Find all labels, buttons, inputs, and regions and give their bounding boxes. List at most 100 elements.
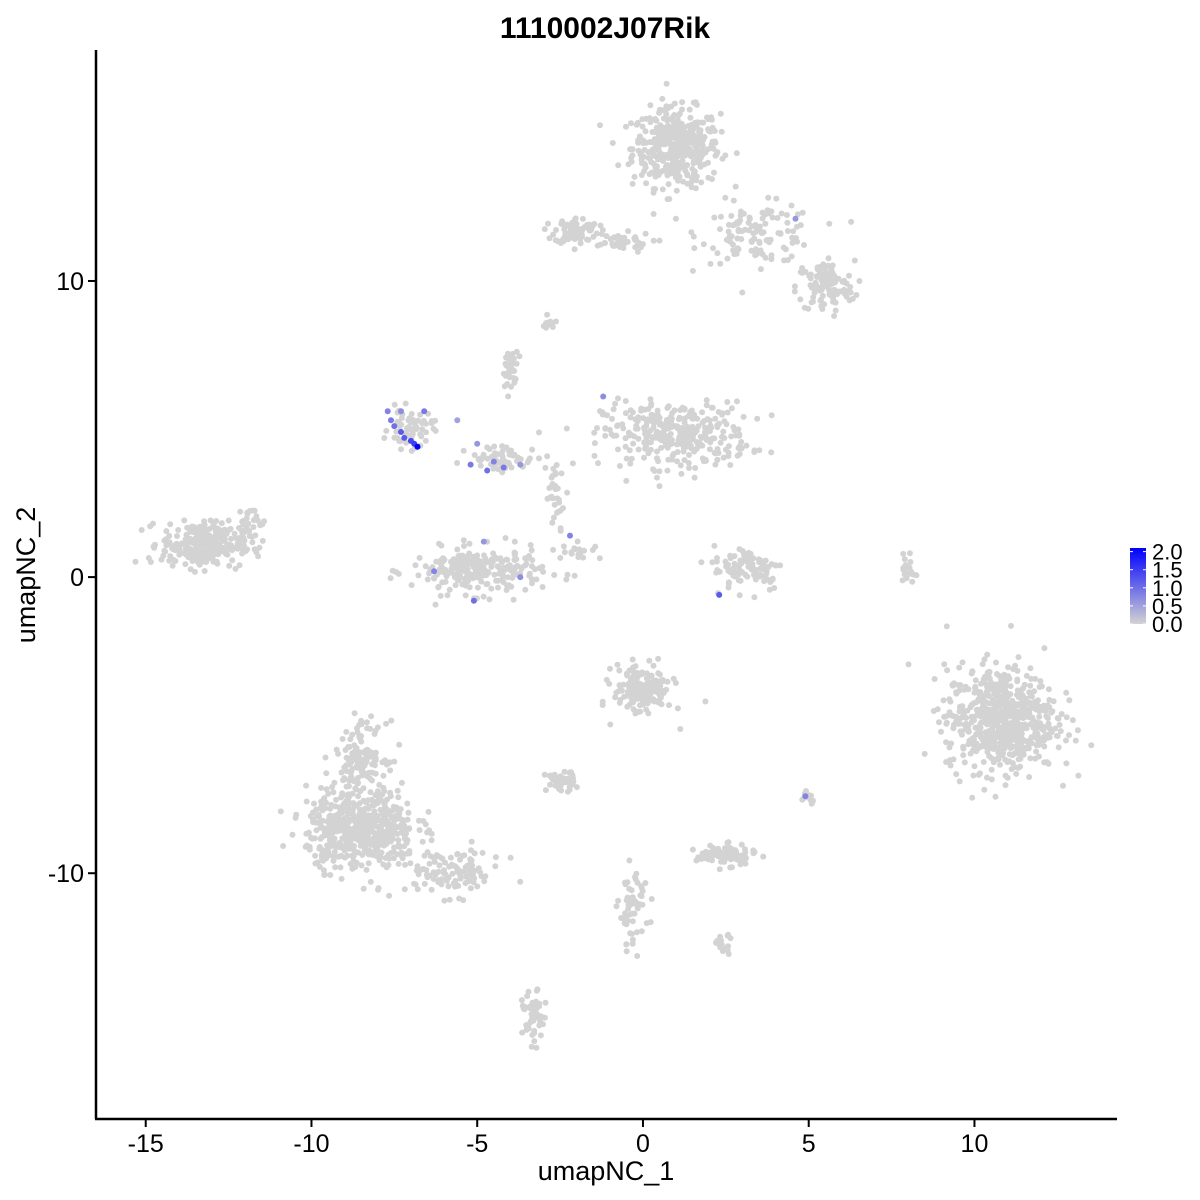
cell-point bbox=[323, 799, 329, 806]
cell-point bbox=[599, 411, 606, 418]
cell-point bbox=[705, 436, 712, 443]
cell-point bbox=[816, 267, 823, 274]
cell-point bbox=[550, 546, 557, 553]
cell-point bbox=[478, 571, 485, 578]
cell-point bbox=[395, 837, 402, 844]
cell-point bbox=[464, 566, 471, 573]
expressing-cell-point bbox=[470, 597, 477, 604]
cell-point bbox=[639, 123, 646, 130]
cell-point bbox=[742, 226, 749, 233]
cell-point bbox=[691, 474, 698, 481]
cell-point bbox=[510, 571, 517, 578]
cell-point bbox=[584, 236, 591, 243]
cell-point bbox=[639, 888, 646, 895]
cell-point bbox=[709, 844, 716, 851]
cell-point bbox=[653, 429, 660, 436]
cell-point bbox=[988, 776, 995, 783]
cell-point bbox=[347, 755, 354, 762]
cell-point bbox=[591, 220, 598, 227]
cell-point bbox=[651, 136, 658, 143]
cell-point bbox=[965, 728, 972, 735]
cell-point bbox=[629, 409, 636, 416]
cell-point bbox=[799, 209, 806, 216]
cell-point bbox=[499, 469, 506, 476]
cell-point bbox=[628, 158, 635, 165]
cell-point bbox=[671, 166, 678, 173]
cell-point bbox=[680, 142, 687, 149]
cell-point bbox=[398, 849, 405, 856]
cell-point bbox=[650, 424, 657, 431]
cell-point bbox=[1043, 759, 1050, 766]
cell-point bbox=[851, 257, 858, 264]
cell-point bbox=[960, 712, 967, 719]
cell-point bbox=[825, 255, 832, 262]
cell-point bbox=[167, 521, 174, 528]
cell-point bbox=[637, 150, 644, 157]
cell-point bbox=[710, 245, 716, 252]
cell-point bbox=[641, 454, 647, 461]
cell-point bbox=[369, 761, 376, 768]
cell-point bbox=[907, 559, 914, 565]
cell-point bbox=[331, 848, 338, 855]
cell-point bbox=[990, 759, 997, 766]
cell-point bbox=[751, 449, 758, 455]
cell-point bbox=[280, 843, 287, 849]
cell-point bbox=[677, 428, 683, 435]
cell-point bbox=[784, 228, 791, 234]
cell-point bbox=[349, 790, 356, 797]
cell-point bbox=[645, 710, 652, 717]
cell-point bbox=[428, 837, 435, 844]
cell-point bbox=[368, 713, 375, 720]
cell-point bbox=[303, 798, 310, 805]
cell-point bbox=[626, 885, 633, 892]
cell-point bbox=[1063, 714, 1070, 721]
cell-point bbox=[1027, 755, 1034, 762]
cell-point bbox=[362, 759, 369, 766]
cell-point bbox=[712, 461, 719, 468]
cell-point bbox=[824, 283, 831, 290]
cell-point bbox=[438, 881, 445, 888]
cell-point bbox=[656, 109, 663, 116]
cell-point bbox=[637, 708, 644, 715]
cell-point bbox=[673, 120, 680, 127]
cell-point bbox=[480, 593, 487, 600]
x-tick-label: 5 bbox=[802, 1130, 816, 1158]
cell-point bbox=[666, 702, 672, 709]
cell-point bbox=[703, 397, 710, 404]
cell-point bbox=[657, 139, 663, 146]
cell-point bbox=[511, 565, 518, 572]
cell-point bbox=[417, 411, 424, 418]
cell-point bbox=[475, 865, 482, 872]
cell-point bbox=[1027, 721, 1034, 728]
cell-point bbox=[424, 829, 431, 836]
cell-point bbox=[343, 728, 350, 735]
cell-point bbox=[372, 749, 379, 756]
cell-point bbox=[853, 292, 860, 298]
cell-point bbox=[1017, 747, 1023, 754]
cell-point bbox=[981, 656, 988, 663]
cell-point bbox=[961, 686, 968, 693]
cell-point bbox=[619, 421, 626, 428]
cell-point bbox=[622, 881, 629, 888]
cell-point bbox=[438, 557, 445, 564]
cell-point bbox=[723, 421, 730, 428]
cell-point bbox=[597, 241, 604, 248]
cell-point bbox=[361, 848, 368, 855]
cell-point bbox=[510, 375, 517, 381]
cell-point bbox=[1040, 705, 1046, 712]
cell-point bbox=[665, 456, 672, 463]
cell-point bbox=[362, 828, 369, 835]
cell-point bbox=[961, 721, 968, 728]
cell-point bbox=[558, 787, 565, 794]
cell-point bbox=[463, 873, 470, 880]
cell-point bbox=[533, 1044, 540, 1051]
cell-point bbox=[531, 1013, 538, 1020]
cell-point bbox=[735, 445, 742, 452]
cell-point bbox=[502, 360, 509, 367]
cell-point bbox=[1036, 753, 1042, 760]
cell-point bbox=[943, 759, 950, 765]
cell-point bbox=[593, 230, 600, 237]
cell-point bbox=[524, 459, 531, 466]
legend-ticks: 2.01.51.00.50.0 bbox=[1130, 540, 1183, 637]
cell-point bbox=[693, 177, 700, 184]
